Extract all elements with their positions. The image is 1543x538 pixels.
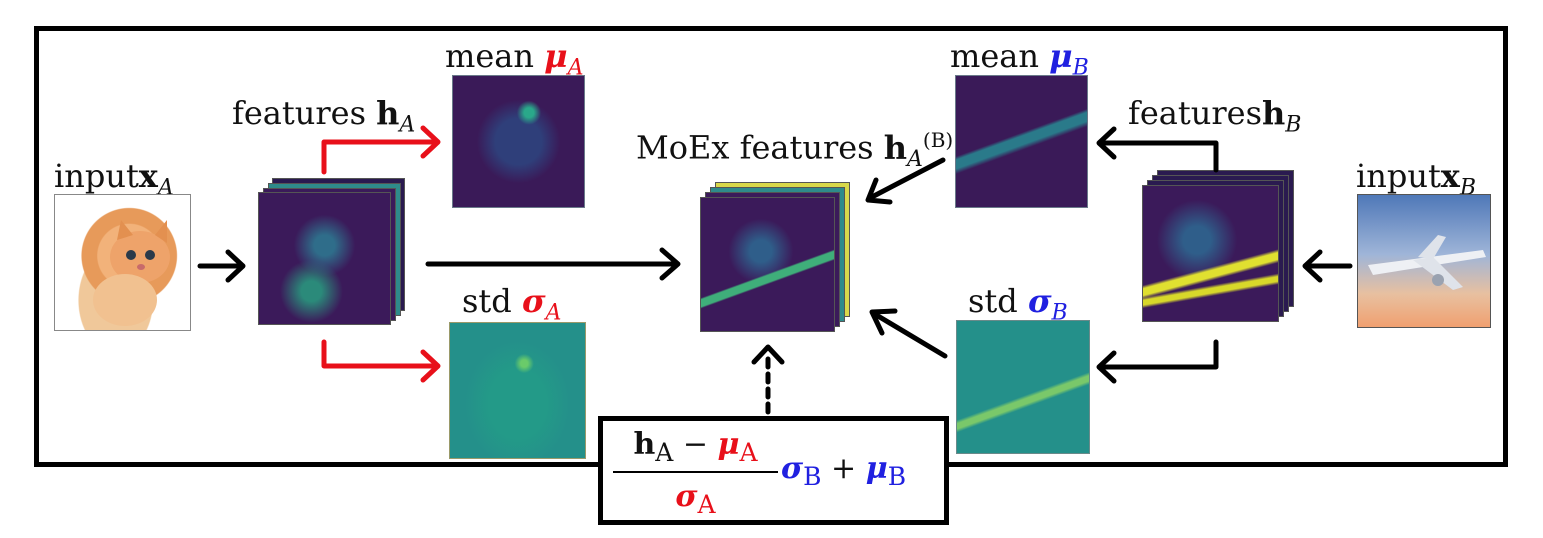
formula-fraction: hA − μA σA <box>613 427 778 519</box>
input-b-airplane-image <box>1357 194 1491 328</box>
arrow-input-a-to-features-a-head <box>225 249 246 283</box>
mean-b-label: mean μB <box>950 37 1089 81</box>
arrow-features-b-to-std-b <box>1097 339 1219 370</box>
input-a-label: inputxA <box>54 157 174 201</box>
arrow-features-a-to-mean-a-head <box>420 125 441 159</box>
arrow-features-b-to-std-b-head <box>1096 350 1117 384</box>
features-a-stack <box>258 178 418 328</box>
input-b-label: inputxB <box>1356 157 1477 201</box>
formula-denominator: σA <box>675 479 716 519</box>
features-b-layer-front <box>1142 185 1279 322</box>
moex-label: MoEx features hA(B) <box>636 128 954 173</box>
input-a-cat-image <box>54 194 191 331</box>
arrow-std-b-to-moex-head <box>869 308 898 336</box>
arrow-features-a-to-std-a <box>321 339 440 369</box>
std-b-label: std σB <box>968 282 1068 326</box>
formula-rest: σB + μB <box>781 451 907 491</box>
mean-a-label: mean μA <box>445 37 584 81</box>
airplane-illustration <box>1368 235 1486 290</box>
features-a-layer-front <box>258 192 391 325</box>
std-a-label: std σA <box>462 282 562 326</box>
arrow-std-b-to-moex <box>870 310 948 359</box>
arrow-mean-b-to-moex <box>867 157 946 201</box>
arrow-features-a-to-moex-head <box>659 247 681 281</box>
std-a-map <box>449 322 586 459</box>
moex-layer-front <box>700 197 835 332</box>
arrow-input-b-to-features-b-head <box>1302 249 1323 283</box>
arrow-features-b-to-mean-b-head <box>1096 126 1117 160</box>
std-b-map <box>956 320 1090 454</box>
arrow-mean-b-to-moex-head <box>865 177 893 205</box>
mean-b-map <box>955 75 1088 208</box>
arrow-features-b-to-mean-b <box>1097 140 1219 173</box>
moex-features-stack <box>700 182 860 342</box>
moex-formula-box: hA − μA σA σB + μB <box>598 416 949 525</box>
arrow-features-a-to-std-a-head <box>420 349 441 383</box>
arrow-features-a-to-mean-a <box>321 139 440 175</box>
features-b-label: featureshB <box>1128 94 1302 138</box>
formula-numerator: hA − μA <box>613 427 778 473</box>
mean-a-map <box>452 75 585 208</box>
features-a-label: features hA <box>232 94 416 138</box>
cat-illustration <box>93 220 170 326</box>
features-b-stack <box>1142 170 1302 330</box>
arrow-formula-to-moex-head <box>751 344 785 365</box>
